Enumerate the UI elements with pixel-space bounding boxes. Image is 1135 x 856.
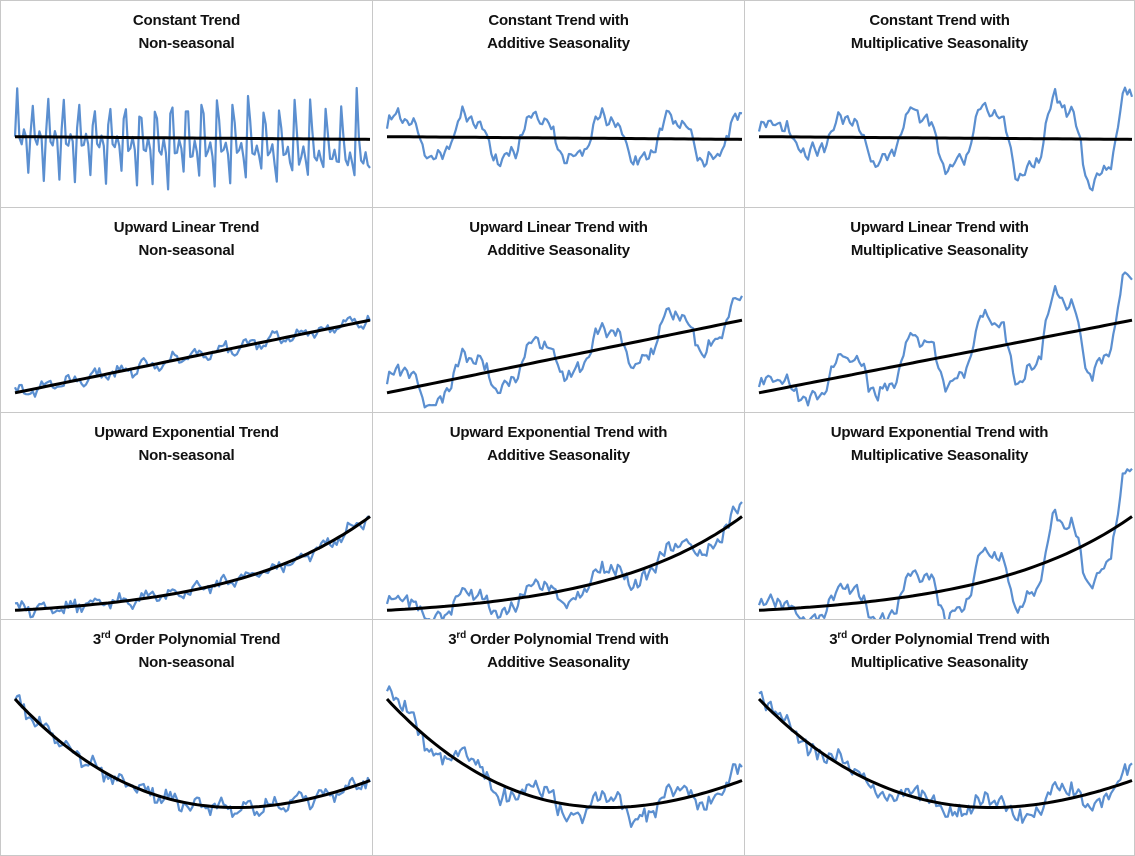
panel-title: Constant Trend with Multiplicative Seaso… (745, 9, 1134, 55)
plot-area (14, 314, 372, 398)
panel-title: Upward Linear Trend Non-seasonal (1, 216, 372, 262)
plot-area (385, 501, 743, 619)
trend-line (385, 697, 743, 809)
title-line-1: 3rd Order Polynomial Trend with (373, 628, 744, 651)
title-line-1: Upward Exponential Trend with (449, 424, 668, 441)
panel-polynomial-additive: 3rd Order Polynomial Trend with Additive… (373, 620, 745, 856)
panel-exponential-multiplicative: Upward Exponential Trend with Multiplica… (745, 413, 1135, 620)
trend-line (15, 135, 371, 141)
title-ordinal-suffix: rd (837, 630, 847, 641)
title-ordinal-suffix: rd (100, 630, 111, 641)
title-line-1: Upward Exponential Trend with (830, 424, 1049, 441)
trend-line (14, 318, 371, 395)
panel-title: Upward Exponential Trend with Multiplica… (745, 421, 1134, 467)
title-line-2: Non-seasonal (138, 35, 235, 52)
title-line-2: Non-seasonal (138, 654, 235, 671)
series-line (757, 271, 1133, 407)
title-line-1-text: Order Polynomial Trend with (850, 631, 1050, 648)
panel-linear-additive: Upward Linear Trend with Additive Season… (373, 208, 745, 413)
plot-area (385, 295, 743, 409)
plot-area (14, 515, 371, 619)
title-line-1: Constant Trend with (869, 12, 1010, 29)
series-line (385, 105, 743, 168)
series-line (386, 685, 743, 828)
series-line (385, 501, 743, 619)
title-line-2: Non-seasonal (138, 447, 235, 464)
series-line (385, 295, 743, 409)
panel-constant-multiplicative: Constant Trend with Multiplicative Seaso… (745, 0, 1135, 208)
title-line-2: Non-seasonal (138, 242, 235, 259)
plot-area (13, 86, 371, 191)
panel-exponential-additive: Upward Exponential Trend with Additive S… (373, 413, 745, 620)
title-line-1: Constant Trend (132, 12, 241, 29)
panel-linear-multiplicative: Upward Linear Trend with Multiplicative … (745, 208, 1135, 413)
title-line-1: Upward Linear Trend with (469, 219, 648, 236)
series-line (14, 694, 371, 818)
title-line-1-text: Order Polynomial Trend (114, 631, 281, 648)
panel-title: 3rd Order Polynomial Trend with Multipli… (745, 628, 1134, 674)
panel-title: Upward Linear Trend with Multiplicative … (745, 216, 1134, 262)
title-ordinal-number: 3 (92, 631, 101, 648)
trend-line (386, 515, 743, 612)
title-line-1: Constant Trend with (488, 12, 629, 29)
panel-title: Upward Exponential Trend Non-seasonal (1, 421, 372, 467)
trend-line (759, 135, 1133, 141)
title-line-2: Additive Seasonality (487, 654, 630, 671)
trend-line (13, 697, 371, 809)
plot-area (385, 685, 743, 828)
title-line-1: 3rd Order Polynomial Trend (1, 628, 372, 651)
panel-constant-nonseasonal: Constant Trend Non-seasonal (0, 0, 373, 208)
trend-line (758, 318, 1133, 395)
title-line-1: Upward Exponential Trend (94, 424, 279, 441)
plot-area (757, 467, 1133, 619)
plot-area (757, 86, 1134, 192)
panel-title: Constant Trend with Additive Seasonality (373, 9, 744, 55)
title-ordinal-number: 3 (829, 631, 838, 648)
title-line-2: Additive Seasonality (487, 35, 630, 52)
series-line (14, 515, 371, 619)
panel-title: 3rd Order Polynomial Trend with Additive… (373, 628, 744, 674)
trend-line (386, 318, 743, 395)
title-line-2: Additive Seasonality (487, 242, 630, 259)
title-line-1: Upward Linear Trend (113, 219, 260, 236)
plot-area (757, 690, 1133, 824)
title-line-1-text: Order Polynomial Trend with (469, 631, 669, 648)
title-line-1: 3rd Order Polynomial Trend with (745, 628, 1134, 651)
panel-title: Constant Trend Non-seasonal (1, 9, 372, 55)
title-line-1: Upward Linear Trend with (850, 219, 1029, 236)
panel-constant-additive: Constant Trend with Additive Seasonality (373, 0, 745, 208)
trend-line (758, 515, 1133, 612)
trend-line (14, 515, 371, 612)
panel-polynomial-nonseasonal: 3rd Order Polynomial Trend Non-seasonal (0, 620, 373, 856)
panel-linear-nonseasonal: Upward Linear Trend Non-seasonal (0, 208, 373, 413)
plot-area (757, 271, 1133, 407)
title-line-2: Multiplicative Seasonality (850, 242, 1029, 259)
panel-polynomial-multiplicative: 3rd Order Polynomial Trend with Multipli… (745, 620, 1135, 856)
series-line (13, 86, 371, 191)
trend-line (387, 135, 743, 141)
panel-title: Upward Linear Trend with Additive Season… (373, 216, 744, 262)
title-ordinal-number: 3 (448, 631, 457, 648)
panel-title: Upward Exponential Trend with Additive S… (373, 421, 744, 467)
panel-exponential-nonseasonal: Upward Exponential Trend Non-seasonal (0, 413, 373, 620)
title-line-2: Multiplicative Seasonality (850, 654, 1029, 671)
panel-title: 3rd Order Polynomial Trend Non-seasonal (1, 628, 372, 674)
title-ordinal-suffix: rd (456, 630, 466, 641)
series-line (757, 86, 1134, 192)
plot-area (385, 105, 743, 168)
trend-line (757, 697, 1133, 809)
title-line-2: Multiplicative Seasonality (850, 35, 1029, 52)
title-line-2: Multiplicative Seasonality (850, 447, 1029, 464)
plot-area (13, 694, 371, 818)
title-line-2: Additive Seasonality (487, 447, 630, 464)
series-line (757, 467, 1133, 619)
